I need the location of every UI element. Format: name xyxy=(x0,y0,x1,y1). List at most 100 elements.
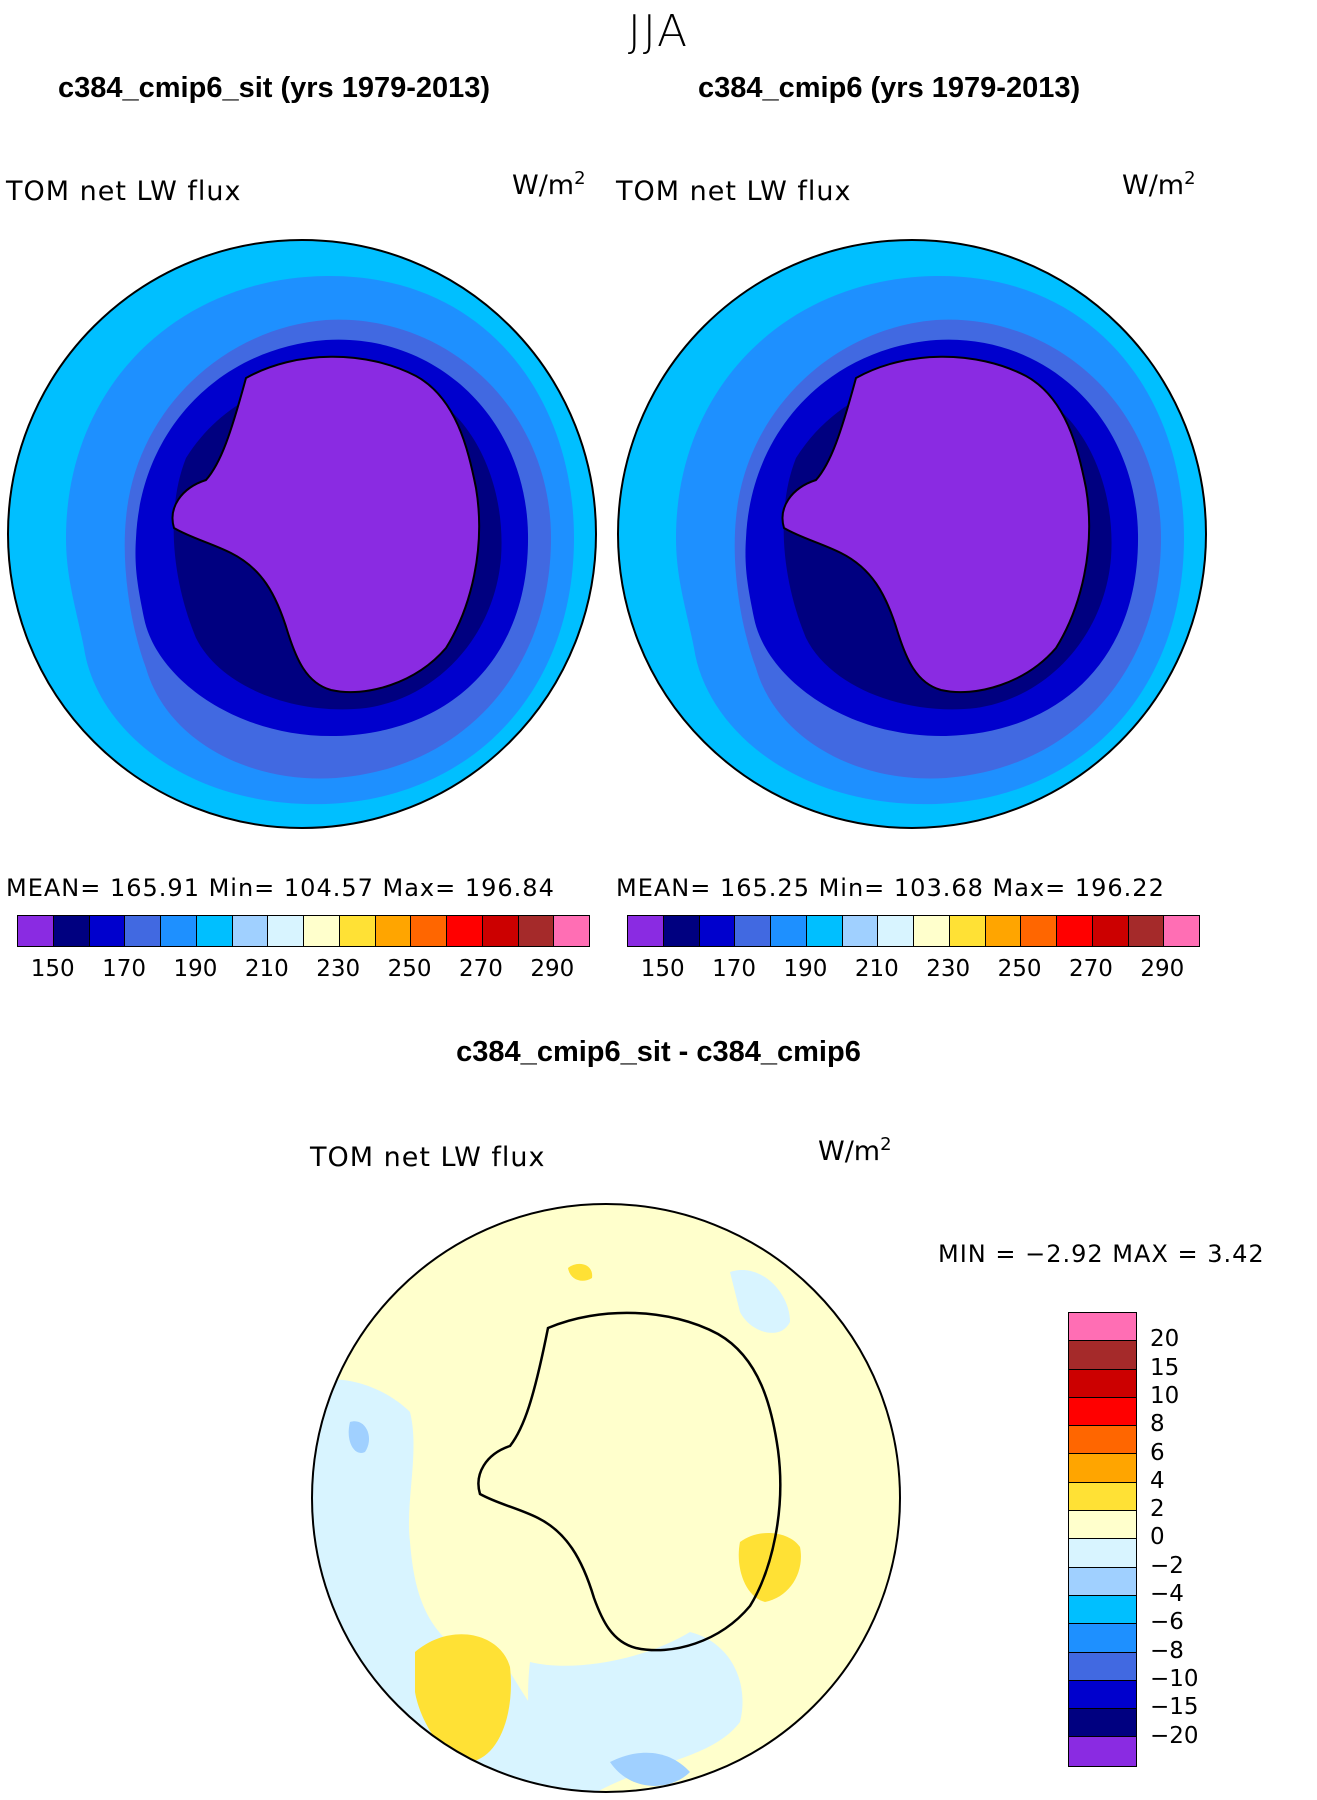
colorbar-swatch xyxy=(1021,916,1057,946)
colorbar-tick-label: 270 xyxy=(458,956,503,982)
panel-1-variable-label: TOM net LW flux xyxy=(6,176,242,207)
diff-colorbar-tick-label: 20 xyxy=(1150,1326,1180,1353)
diff-colorbar-tick-label: 6 xyxy=(1150,1439,1165,1466)
diff-colorbar-swatch xyxy=(1069,1341,1136,1370)
diff-antarctica-coastline xyxy=(477,1311,782,1652)
panel-2-title: c384_cmip6 (yrs 1979-2013) xyxy=(698,72,1081,104)
colorbar-swatch xyxy=(447,916,483,946)
map-1-boundary xyxy=(7,239,597,829)
diff-field-neg-northeast xyxy=(730,1270,790,1333)
colorbar-swatch xyxy=(518,916,555,946)
diff-colorbar-tick-label: −8 xyxy=(1150,1637,1184,1664)
colorbar-swatch xyxy=(53,916,90,946)
diff-colorbar-tick-label: −4 xyxy=(1150,1581,1184,1607)
colorbar-swatch xyxy=(125,916,161,946)
colorbar-swatch xyxy=(914,916,950,946)
colorbar-swatch xyxy=(735,916,771,946)
panel-2-colorbar xyxy=(627,915,1200,947)
diff-colorbar-tick-label: 2 xyxy=(1150,1496,1165,1523)
colorbar-tick-label: 270 xyxy=(1068,956,1113,982)
panel-2-variable-label: TOM net LW flux xyxy=(616,176,852,207)
diff-colorbar-tick-label: 4 xyxy=(1150,1467,1165,1494)
colorbar-tick-label: 150 xyxy=(30,956,75,982)
panel-1-units: W/m2 xyxy=(512,168,586,202)
colorbar-tick-label: 230 xyxy=(926,956,971,982)
diff-colorbar-swatch xyxy=(1069,1595,1136,1625)
diff-colorbar-swatch xyxy=(1069,1369,1136,1398)
colorbar-tick-label: 190 xyxy=(783,956,828,982)
diff-colorbar-tick-label: −2 xyxy=(1150,1552,1184,1579)
colorbar-swatch xyxy=(89,916,126,946)
panel-1-title: c384_cmip6_sit (yrs 1979-2013) xyxy=(58,72,491,104)
diff-colorbar-swatch xyxy=(1069,1539,1136,1568)
diff-colorbar-swatch xyxy=(1069,1426,1136,1455)
panel-1-colorbar xyxy=(17,915,590,947)
colorbar-swatch xyxy=(554,916,589,946)
diff-field-pos-east xyxy=(738,1532,801,1602)
diff-colorbar-swatch xyxy=(1069,1313,1136,1342)
diff-colorbar-tick-label: 0 xyxy=(1150,1524,1165,1551)
colorbar-tick-label: 290 xyxy=(1140,956,1185,982)
panel-1-colorbar-ticks: 150 170 190 210 230 250 270 290 xyxy=(17,956,588,986)
colorbar-swatch xyxy=(628,916,664,946)
diff-field-pos-north xyxy=(568,1263,593,1281)
diff-colorbar-swatch xyxy=(1069,1567,1136,1596)
colorbar-swatch xyxy=(268,916,304,946)
diff-colorbar-swatch xyxy=(1069,1624,1136,1653)
diff-colorbar-tick-label: −10 xyxy=(1150,1665,1199,1692)
panel-2-stats: MEAN= 165.25 Min= 103.68 Max= 196.22 xyxy=(616,874,1165,902)
diff-map-boundary xyxy=(311,1203,901,1793)
diff-colorbar-tick-label: 10 xyxy=(1150,1382,1180,1409)
panel-1-polar-map xyxy=(7,239,597,829)
diff-field-neg-patch xyxy=(348,1421,370,1453)
colorbar-tick-label: 230 xyxy=(316,956,361,982)
diff-colorbar-tick-label: −6 xyxy=(1150,1609,1184,1636)
panel-1-stats: MEAN= 165.91 Min= 104.57 Max= 196.84 xyxy=(6,874,555,902)
difference-colorbar xyxy=(1068,1312,1137,1767)
season-title: JJA xyxy=(627,6,690,57)
panel-2-units: W/m2 xyxy=(1122,168,1196,202)
colorbar-swatch xyxy=(18,916,54,946)
colorbar-swatch xyxy=(339,916,376,946)
colorbar-tick-label: 250 xyxy=(387,956,432,982)
colorbar-tick-label: 190 xyxy=(173,956,218,982)
colorbar-swatch xyxy=(196,916,233,946)
difference-polar-map xyxy=(311,1203,901,1793)
colorbar-swatch xyxy=(842,916,879,946)
diff-field-pos-west xyxy=(415,1634,511,1762)
colorbar-tick-label: 150 xyxy=(640,956,685,982)
colorbar-swatch xyxy=(949,916,986,946)
colorbar-swatch xyxy=(699,916,736,946)
diff-colorbar-swatch xyxy=(1069,1737,1136,1766)
diff-field-neg-south-patch xyxy=(610,1752,690,1786)
diff-colorbar-swatch xyxy=(1069,1652,1136,1681)
diff-colorbar-tick-label: 8 xyxy=(1150,1411,1165,1438)
diff-colorbar-tick-label: −15 xyxy=(1150,1694,1199,1721)
diff-colorbar-swatch xyxy=(1069,1680,1136,1710)
colorbar-swatch xyxy=(878,916,914,946)
colorbar-swatch xyxy=(771,916,807,946)
diff-colorbar-swatch xyxy=(1069,1454,1136,1483)
difference-variable-label: TOM net LW flux xyxy=(310,1142,546,1173)
colorbar-swatch xyxy=(985,916,1022,946)
colorbar-swatch xyxy=(375,916,412,946)
map-2-boundary xyxy=(617,239,1207,829)
difference-colorbar-ticks: 20 15 10 8 6 4 2 0 −2 −4 −6 −8 −10 −15 −20 xyxy=(1150,1312,1230,1765)
colorbar-tick-label: 250 xyxy=(997,956,1042,982)
colorbar-swatch xyxy=(1128,916,1165,946)
colorbar-tick-label: 170 xyxy=(712,956,757,982)
colorbar-swatch xyxy=(232,916,269,946)
colorbar-swatch xyxy=(304,916,340,946)
map-1-antarctica xyxy=(171,355,481,694)
panel-2-polar-map xyxy=(617,239,1207,829)
difference-units: W/m2 xyxy=(818,1134,892,1168)
colorbar-swatch xyxy=(1057,916,1093,946)
colorbar-swatch xyxy=(1092,916,1129,946)
colorbar-tick-label: 210 xyxy=(244,956,289,982)
diff-colorbar-swatch xyxy=(1069,1511,1136,1540)
map-2-antarctica xyxy=(781,355,1091,694)
colorbar-swatch xyxy=(663,916,700,946)
difference-min-max: MIN = −2.92 MAX = 3.42 xyxy=(938,1240,1265,1268)
diff-field-neg-south xyxy=(528,1632,743,1792)
